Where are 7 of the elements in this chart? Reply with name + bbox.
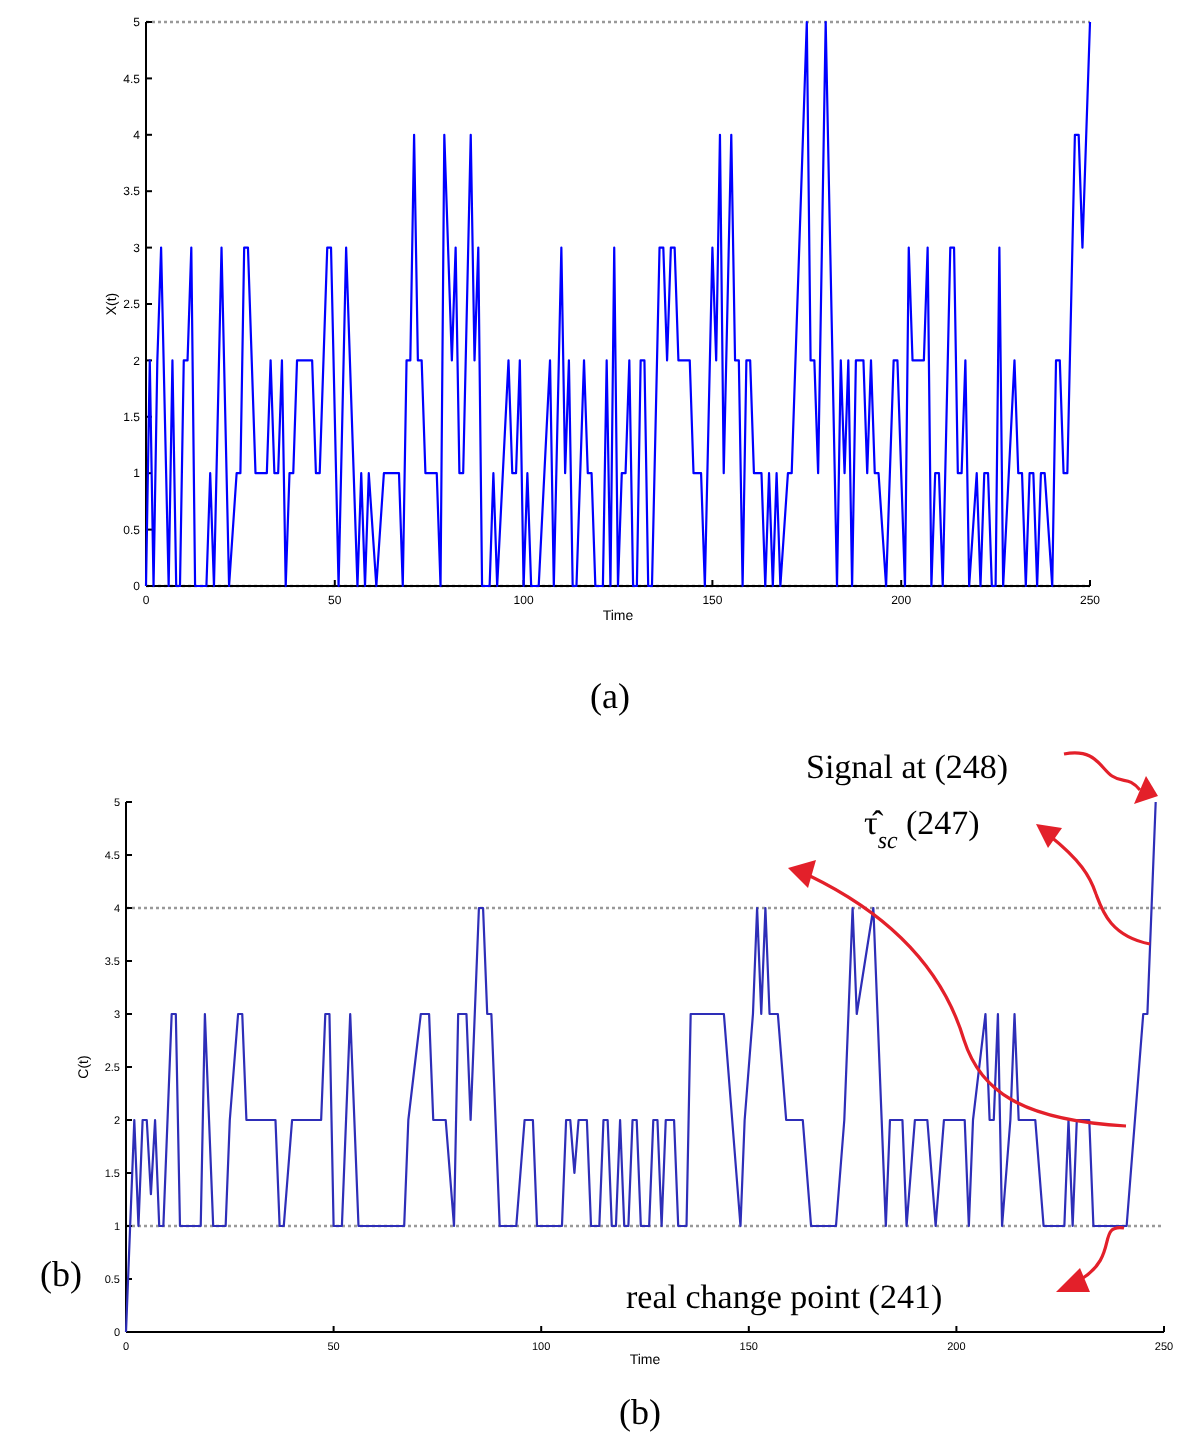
text: Signal at (248) [806,748,1009,786]
text: (b) [40,1254,82,1294]
annotation: real change point (241) [626,1278,943,1316]
line-series [144,20,1092,588]
annotation: τ̂$_{sc}$ (247) [864,804,980,854]
text: (b) [619,1392,661,1432]
text: (a) [590,676,630,716]
